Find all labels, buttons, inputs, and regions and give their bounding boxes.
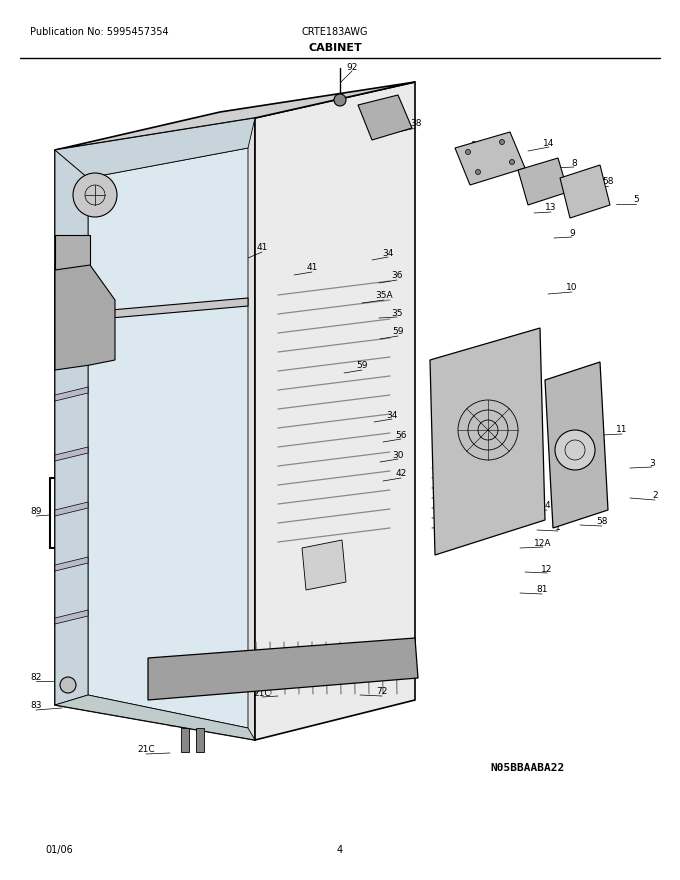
Text: 21C: 21C [253, 688, 271, 698]
Text: 01/06: 01/06 [45, 845, 73, 855]
Text: 41: 41 [186, 272, 198, 281]
Polygon shape [545, 362, 608, 528]
Text: Publication No: 5995457354: Publication No: 5995457354 [30, 27, 169, 37]
Text: N05BBAABA22: N05BBAABA22 [490, 763, 564, 773]
Text: 58: 58 [596, 517, 608, 526]
Polygon shape [55, 265, 115, 370]
Text: 4: 4 [337, 845, 343, 855]
Polygon shape [255, 82, 415, 740]
Text: 8: 8 [571, 158, 577, 167]
Text: 2: 2 [652, 492, 658, 501]
Text: 59: 59 [392, 327, 404, 336]
Polygon shape [55, 118, 255, 178]
Polygon shape [55, 235, 90, 295]
Text: 22: 22 [180, 231, 190, 240]
Polygon shape [196, 728, 204, 752]
Polygon shape [181, 728, 189, 752]
Circle shape [555, 430, 595, 470]
Polygon shape [455, 132, 525, 185]
Text: 41: 41 [256, 244, 268, 253]
Text: 82: 82 [31, 672, 41, 681]
Polygon shape [88, 148, 248, 728]
Text: 38: 38 [410, 120, 422, 128]
Polygon shape [55, 695, 255, 740]
Text: 59: 59 [356, 362, 368, 370]
Circle shape [466, 150, 471, 155]
Text: 11: 11 [616, 426, 628, 435]
Text: 12A: 12A [534, 539, 551, 547]
Text: 83: 83 [30, 701, 41, 710]
Polygon shape [55, 387, 88, 401]
Text: 14: 14 [543, 138, 555, 148]
Polygon shape [55, 610, 88, 624]
Text: 36: 36 [391, 272, 403, 281]
Text: 3: 3 [649, 458, 655, 467]
Text: 13: 13 [545, 203, 557, 212]
Text: 34: 34 [382, 248, 394, 258]
Circle shape [73, 173, 117, 217]
Text: 10: 10 [566, 283, 578, 292]
Text: 72: 72 [376, 687, 388, 696]
Polygon shape [55, 118, 255, 740]
Text: 35: 35 [391, 309, 403, 318]
Polygon shape [55, 298, 248, 338]
Polygon shape [358, 95, 412, 140]
Text: CABINET: CABINET [308, 43, 362, 53]
Text: 58: 58 [602, 178, 614, 187]
Text: 34: 34 [386, 410, 398, 420]
Text: CRTE183AWG: CRTE183AWG [302, 27, 369, 37]
Text: 35A: 35A [375, 291, 393, 300]
Text: 81: 81 [471, 141, 481, 150]
Text: 56: 56 [395, 430, 407, 439]
Polygon shape [55, 502, 88, 516]
Text: 1: 1 [555, 523, 561, 532]
Text: 92: 92 [346, 62, 358, 71]
Text: 12: 12 [541, 564, 553, 574]
Circle shape [475, 170, 481, 174]
Text: 21C: 21C [137, 745, 155, 754]
Polygon shape [430, 328, 545, 555]
Polygon shape [55, 82, 415, 150]
Polygon shape [55, 150, 88, 705]
Text: 43: 43 [165, 717, 175, 727]
Polygon shape [302, 540, 346, 590]
Text: 5: 5 [633, 195, 639, 204]
Circle shape [334, 94, 346, 106]
Polygon shape [518, 158, 568, 205]
Text: 41: 41 [306, 263, 318, 273]
Text: 9: 9 [569, 229, 575, 238]
Circle shape [509, 159, 515, 165]
Circle shape [60, 677, 76, 693]
Text: 4: 4 [544, 502, 550, 510]
Polygon shape [560, 165, 610, 218]
Text: 42: 42 [395, 470, 407, 479]
Text: 28: 28 [226, 712, 238, 721]
Polygon shape [55, 447, 88, 461]
Circle shape [500, 140, 505, 144]
Polygon shape [148, 638, 418, 700]
Text: 81: 81 [537, 585, 548, 595]
Polygon shape [55, 557, 88, 571]
Text: 89: 89 [30, 508, 41, 517]
Text: 30: 30 [392, 451, 404, 459]
